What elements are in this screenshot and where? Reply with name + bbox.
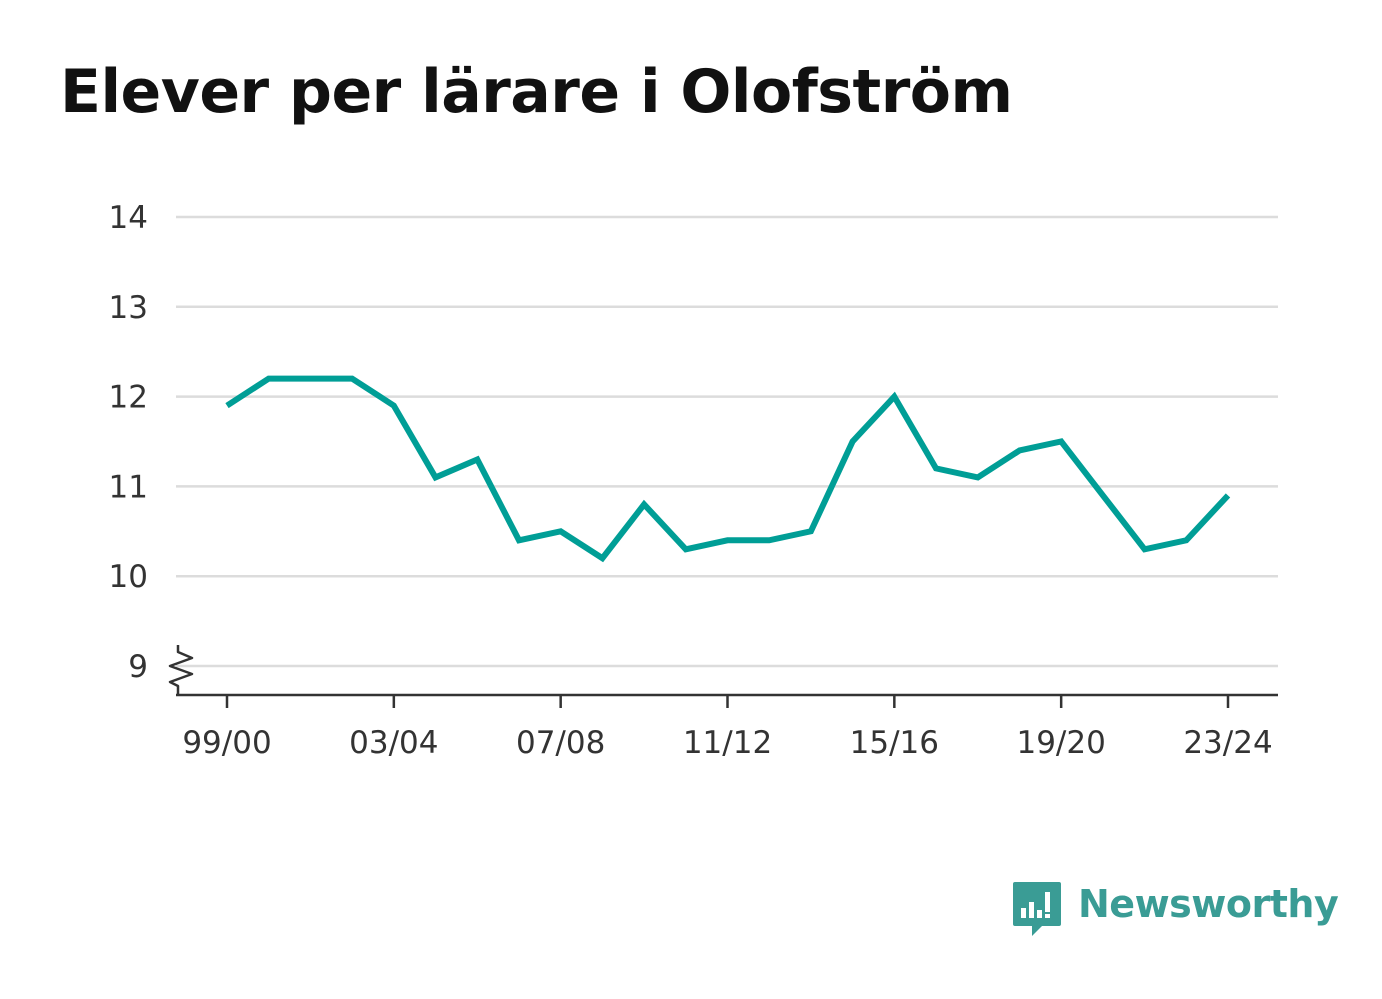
axes — [168, 645, 1278, 708]
chart-title: Elever per lärare i Olofström — [60, 57, 1013, 127]
series-line-0 — [225, 375, 1231, 563]
x-tick-label: 19/20 — [1016, 725, 1105, 761]
axis-break-icon — [168, 645, 194, 695]
brand-logo: Newsworthy — [1012, 880, 1339, 940]
x-tick-label: 23/24 — [1183, 725, 1272, 761]
x-tick-label: 11/12 — [683, 725, 772, 761]
brand-name: Newsworthy — [1078, 882, 1339, 926]
y-tick-label: 14 — [109, 200, 148, 236]
series-layer — [225, 375, 1231, 563]
x-tick-label: 07/08 — [516, 725, 605, 761]
gridlines — [176, 215, 1278, 668]
y-tick-label: 12 — [109, 380, 148, 416]
x-tick-label: 03/04 — [349, 725, 438, 761]
y-tick-label: 13 — [109, 290, 148, 326]
x-tick-label: 99/00 — [182, 725, 271, 761]
y-axis-tick-labels: 9 10 11 12 13 14 — [109, 200, 148, 685]
y-tick-label: 11 — [109, 469, 148, 505]
x-tick-label: 15/16 — [850, 725, 939, 761]
x-axis-tick-labels: 99/00 03/04 07/08 11/12 15/16 19/20 23/24 — [182, 725, 1272, 761]
y-tick-label: 10 — [109, 559, 148, 595]
newsworthy-logo-icon — [1013, 882, 1061, 936]
y-tick-label: 9 — [128, 649, 148, 685]
